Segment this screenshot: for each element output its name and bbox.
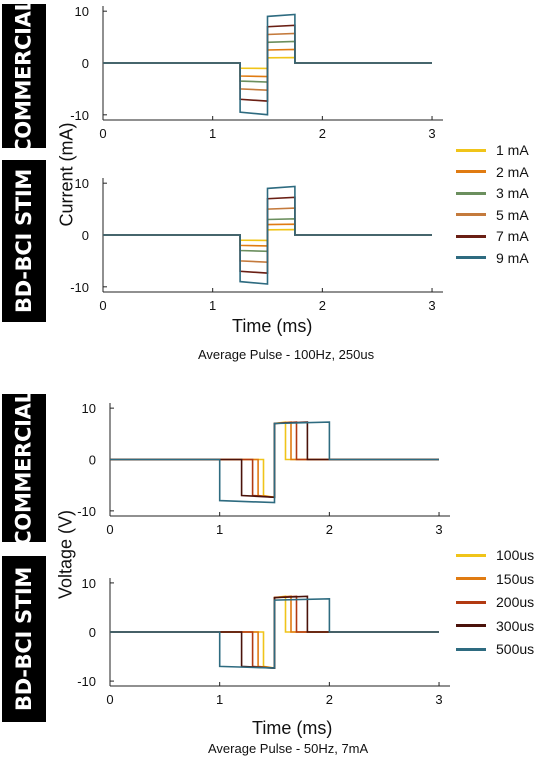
x-tick-label: 2 xyxy=(319,298,326,313)
legend-item: 3 mA xyxy=(456,185,529,201)
y-tick-label: 0 xyxy=(82,56,89,71)
legend-swatch xyxy=(456,148,486,152)
legend-item: 2 mA xyxy=(456,164,529,180)
legend-label: 9 mA xyxy=(496,249,529,266)
legend-current: 1 mA 2 mA 3 mA 5 mA 7 mA 9 mA xyxy=(456,142,546,282)
legend-label: 100us xyxy=(496,547,535,563)
legend-swatch xyxy=(456,600,486,604)
series-line xyxy=(110,421,439,504)
series-line xyxy=(103,185,432,285)
legend-label: 500us xyxy=(496,641,535,657)
label-commercial-top: COMMERCIAL xyxy=(2,0,46,154)
legend-swatch xyxy=(456,191,486,195)
x-tick-label: 1 xyxy=(209,298,216,313)
x-tick-label: 0 xyxy=(106,692,113,707)
legend-swatch xyxy=(456,170,486,173)
legend-swatch xyxy=(456,624,486,627)
legend-label: 300us xyxy=(496,617,535,634)
legend-label: 150us xyxy=(496,570,535,587)
label-commercial-bottom: COMMERCIAL xyxy=(2,390,46,546)
y-tick-label: -10 xyxy=(77,504,96,519)
y-tick-label: 10 xyxy=(75,176,89,191)
x-axis-label-top: Time (ms) xyxy=(232,316,313,336)
legend-item: 100us xyxy=(456,547,534,563)
x-tick-label: 3 xyxy=(428,298,435,313)
label-bdbci-top: BD-BCI STIM xyxy=(2,160,46,322)
legend-label: 2 mA xyxy=(496,163,529,180)
legend-label: 5 mA xyxy=(496,206,529,223)
y-tick-label: -10 xyxy=(70,108,89,123)
y-tick-label: 10 xyxy=(82,401,96,416)
legend-label: 200us xyxy=(496,594,535,610)
legend-swatch xyxy=(456,553,486,557)
y-tick-label: -10 xyxy=(77,674,96,689)
series-line xyxy=(110,597,439,669)
x-tick-label: 0 xyxy=(99,298,106,313)
x-axis-label-bottom: Time (ms) xyxy=(252,718,333,738)
x-tick-label: 2 xyxy=(326,522,333,537)
x-tick-label: 0 xyxy=(106,522,113,537)
legend-item: 300us xyxy=(456,618,534,634)
legend-label: 7 mA xyxy=(496,228,529,244)
legend-swatch xyxy=(456,647,486,651)
legend-swatch xyxy=(456,256,486,259)
y-tick-label: 0 xyxy=(82,228,89,243)
x-tick-label: 3 xyxy=(435,692,442,707)
y-tick-label: 0 xyxy=(89,453,96,468)
x-tick-label: 3 xyxy=(428,126,435,141)
series-line xyxy=(103,13,432,116)
y-tick-label: 10 xyxy=(82,576,96,591)
y-tick-label: -10 xyxy=(70,280,89,295)
legend-item: 500us xyxy=(456,641,534,657)
label-bdbci-bottom: BD-BCI STIM xyxy=(2,556,46,722)
legend-voltage: 100us 150us 200us 300us 500us xyxy=(456,547,546,667)
x-tick-label: 2 xyxy=(326,692,333,707)
y-tick-label: 0 xyxy=(89,625,96,640)
y-tick-label: 10 xyxy=(75,4,89,19)
x-tick-label: 1 xyxy=(216,522,223,537)
x-tick-label: 0 xyxy=(99,126,106,141)
legend-label: 1 mA xyxy=(496,142,529,158)
caption-bottom: Average Pulse - 50Hz, 7mA xyxy=(208,741,369,756)
legend-label: 3 mA xyxy=(496,185,529,201)
legend-item: 150us xyxy=(456,571,534,587)
legend-swatch xyxy=(456,577,486,580)
x-tick-label: 2 xyxy=(319,126,326,141)
x-tick-label: 3 xyxy=(435,522,442,537)
legend-item: 9 mA xyxy=(456,250,529,266)
legend-item: 200us xyxy=(456,594,534,610)
legend-item: 5 mA xyxy=(456,207,529,223)
x-tick-label: 1 xyxy=(209,126,216,141)
legend-item: 7 mA xyxy=(456,228,529,244)
legend-swatch xyxy=(456,234,486,238)
legend-swatch xyxy=(456,213,486,216)
legend-item: 1 mA xyxy=(456,142,529,158)
caption-top: Average Pulse - 100Hz, 250us xyxy=(198,347,375,362)
x-tick-label: 1 xyxy=(216,692,223,707)
